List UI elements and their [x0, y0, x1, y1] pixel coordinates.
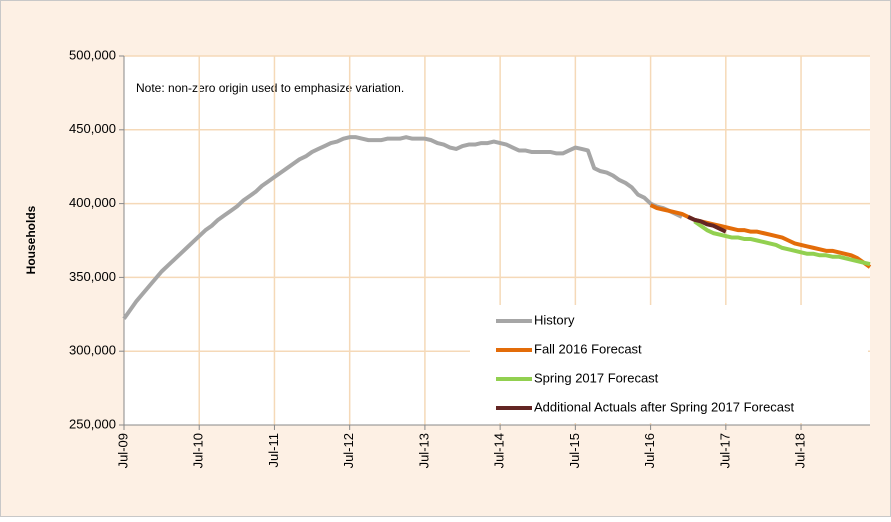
x-tick-label: Jul-12 — [341, 433, 356, 468]
y-tick-label: 450,000 — [69, 121, 116, 136]
x-tick-label: Jul-16 — [642, 433, 657, 468]
x-tick-label: Jul-09 — [115, 433, 130, 468]
x-tick-label: Jul-15 — [567, 433, 582, 468]
annotation: Note: non-zero origin used to emphasize … — [136, 81, 404, 95]
x-tick-label: Jul-14 — [492, 433, 507, 468]
y-tick-label: 350,000 — [69, 269, 116, 284]
y-tick-label: 300,000 — [69, 343, 116, 358]
legend-label: Spring 2017 Forecast — [534, 370, 659, 385]
y-tick-label: 500,000 — [69, 47, 116, 62]
y-tick-label: 400,000 — [69, 195, 116, 210]
legend-label: Fall 2016 Forecast — [534, 341, 642, 356]
series-line — [649, 203, 872, 269]
series-line — [122, 135, 683, 320]
series-line — [687, 215, 727, 234]
legend-label: History — [534, 312, 575, 327]
x-tick-label: Jul-17 — [717, 433, 732, 468]
legend-label: Additional Actuals after Spring 2017 For… — [534, 399, 795, 414]
legend: History Fall 2016 Forecast Spring 2017 For… — [470, 305, 868, 423]
y-axis-label: Households — [24, 205, 38, 274]
series-line — [693, 219, 871, 267]
x-tick-label: Jul-10 — [191, 433, 206, 468]
x-tick-label: Jul-18 — [792, 433, 807, 468]
x-tick-label: Jul-13 — [416, 433, 431, 468]
x-tick-label: Jul-11 — [266, 433, 281, 467]
y-tick-label: 250,000 — [69, 416, 116, 431]
legend-box — [470, 305, 868, 423]
